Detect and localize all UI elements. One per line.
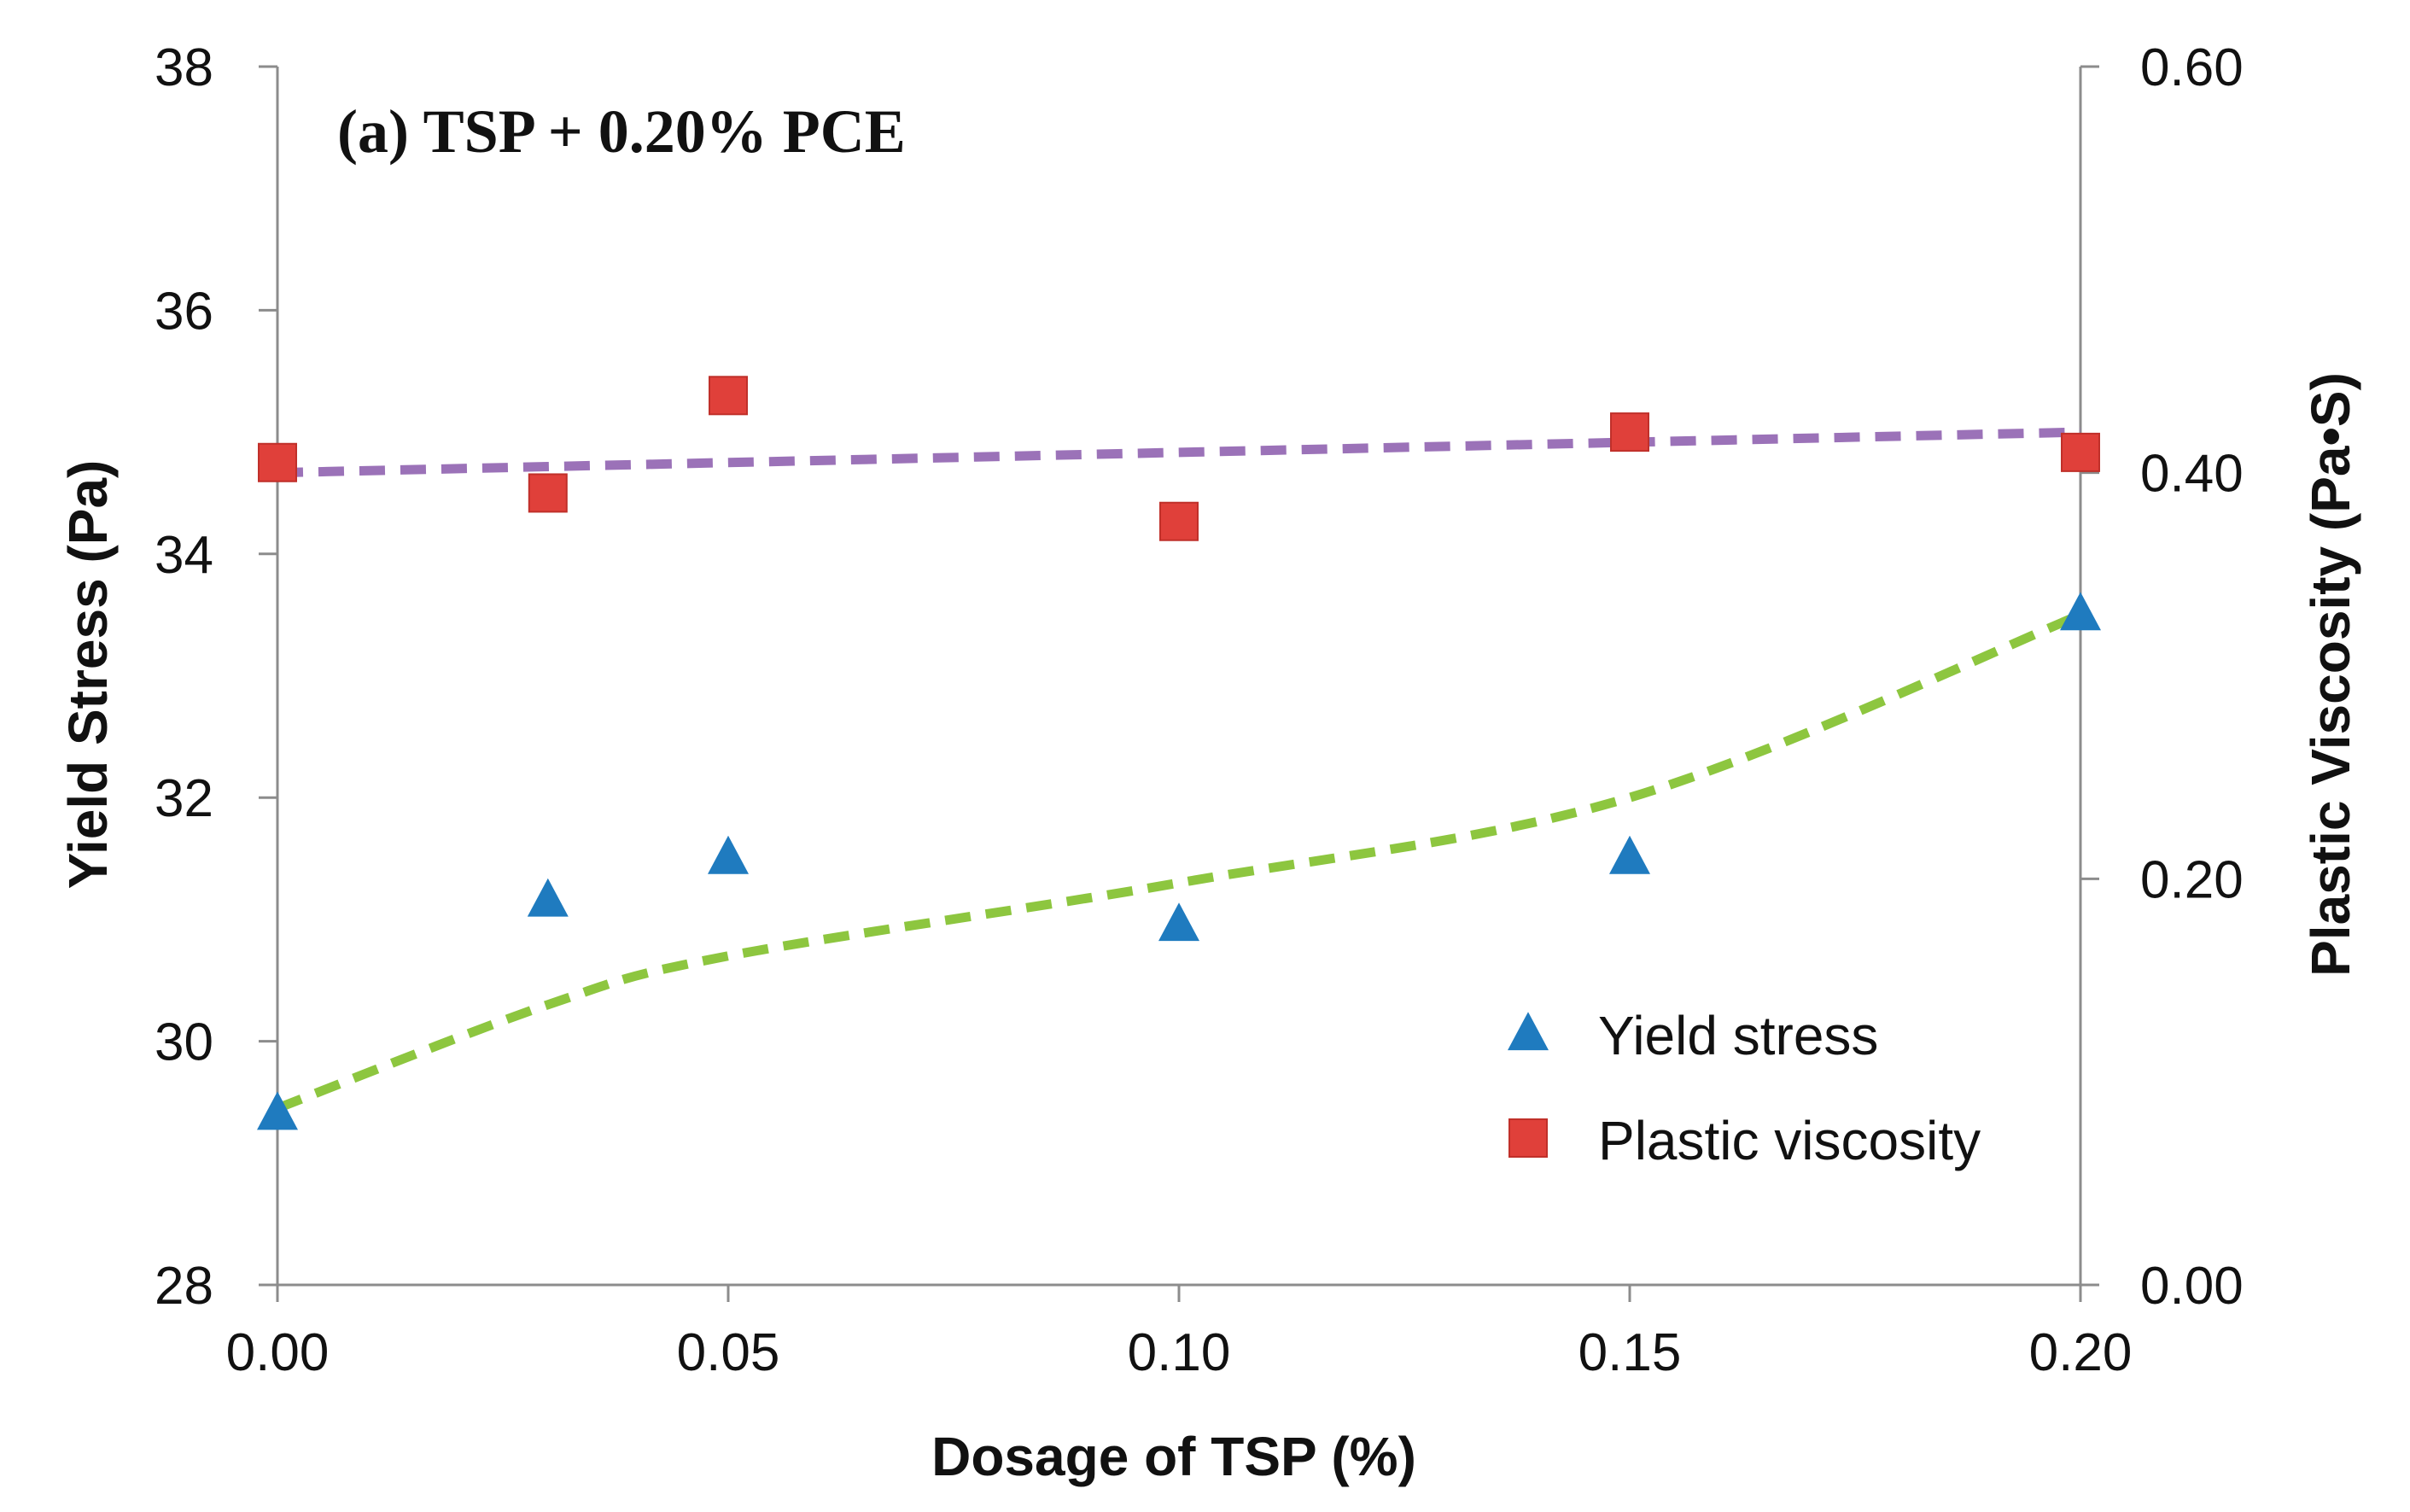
y2-tick-label: 0.40 [2140,445,2244,504]
legend-label-plastic-viscosity: Plastic viscosity [1598,1110,1981,1171]
x-tick-label: 0.00 [226,1323,330,1382]
trendlines [276,427,2083,1113]
yield-stress-point [708,835,749,874]
y-tick-label: 32 [155,769,213,828]
legend-label-yield-stress: Yield stress [1598,1005,1878,1066]
y2-axis-title: Plastic Viscosity (Pa•S) [2300,372,2361,977]
x-tick-label: 0.20 [2029,1323,2133,1382]
data-points [257,376,2101,1130]
y2-tick-label: 0.60 [2140,38,2244,97]
plastic-viscosity-point [709,376,748,416]
legend: Yield stress Plastic viscosity [1508,1005,1981,1171]
y-axis-right-ticks: 0.00 0.20 0.40 0.60 [2080,38,2244,1316]
legend-marker-yield-stress [1508,1012,1549,1051]
yield-stress-point [1158,902,1199,942]
yield-stress-point [2060,592,2101,631]
y2-tick-label: 0.00 [2140,1257,2244,1316]
yield-stress-point [527,878,569,917]
plastic-viscosity-point [1159,501,1199,541]
y-tick-label: 28 [155,1257,213,1316]
x-tick-label: 0.15 [1578,1323,1682,1382]
x-tick-label: 0.05 [677,1323,780,1382]
legend-marker-plastic-viscosity [1508,1118,1548,1158]
y-tick-label: 36 [155,282,213,341]
y-axis-left-ticks: 28 30 32 34 36 38 [155,38,277,1316]
axes [260,67,2098,1287]
trendline-plastic-viscosity [277,427,2081,478]
trendline-yield-stress [276,610,2083,1113]
y-tick-label: 30 [155,1013,213,1072]
legend-item-yield-stress: Yield stress [1508,1005,1878,1066]
yield-stress-point [1609,835,1650,874]
x-tick-label: 0.10 [1128,1323,1231,1382]
legend-item-plastic-viscosity: Plastic viscosity [1508,1110,1981,1171]
y2-tick-label: 0.20 [2140,850,2244,909]
plastic-viscosity-point [258,442,297,482]
chart-title: (a) TSP + 0.20% PCE [337,97,906,166]
plastic-viscosity-point [528,473,568,513]
yield-stress-point [257,1091,298,1130]
x-axis-title: Dosage of TSP (%) [931,1426,1416,1487]
y-tick-label: 38 [155,38,213,97]
plastic-viscosity-point [2061,432,2100,472]
y-tick-label: 34 [155,526,213,585]
plastic-viscosity-point [1610,412,1649,452]
y-axis-title: Yield Stress (Pa) [57,460,119,890]
x-axis-ticks: 0.00 0.05 0.10 0.15 0.20 [226,1285,2133,1382]
